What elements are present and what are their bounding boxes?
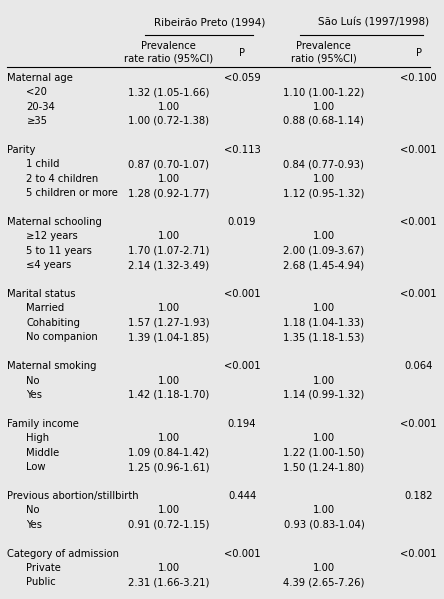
- Text: 1.00: 1.00: [313, 304, 335, 313]
- Text: São Luís (1997/1998): São Luís (1997/1998): [318, 18, 429, 28]
- Text: 1.39 (1.04-1.85): 1.39 (1.04-1.85): [128, 332, 209, 342]
- Text: P: P: [239, 48, 245, 58]
- Text: <0.100: <0.100: [400, 72, 437, 83]
- Text: <0.113: <0.113: [224, 145, 260, 155]
- Text: 1.00: 1.00: [313, 563, 335, 573]
- Text: 1.00: 1.00: [158, 506, 180, 515]
- Text: 1.32 (1.05-1.66): 1.32 (1.05-1.66): [128, 87, 210, 97]
- Text: Parity: Parity: [7, 145, 36, 155]
- Text: 1.00: 1.00: [158, 174, 180, 184]
- Text: 0.91 (0.72-1.15): 0.91 (0.72-1.15): [128, 520, 210, 530]
- Text: 1.00: 1.00: [313, 101, 335, 111]
- Text: 1.00: 1.00: [158, 376, 180, 386]
- Text: 5 to 11 years: 5 to 11 years: [27, 246, 92, 256]
- Text: 1.12 (0.95-1.32): 1.12 (0.95-1.32): [283, 188, 365, 198]
- Text: 0.182: 0.182: [404, 491, 433, 501]
- Text: Maternal schooling: Maternal schooling: [7, 217, 102, 227]
- Text: No: No: [27, 376, 40, 386]
- Text: 1.18 (1.04-1.33): 1.18 (1.04-1.33): [283, 318, 365, 328]
- Text: 1.00: 1.00: [158, 231, 180, 241]
- Text: <0.001: <0.001: [224, 289, 260, 299]
- Text: 1 child: 1 child: [27, 159, 60, 169]
- Text: Prevalence
rate ratio (95%CI): Prevalence rate ratio (95%CI): [124, 41, 213, 64]
- Text: P: P: [416, 48, 422, 58]
- Text: Maternal smoking: Maternal smoking: [7, 361, 97, 371]
- Text: <0.001: <0.001: [224, 361, 260, 371]
- Text: 0.93 (0.83-1.04): 0.93 (0.83-1.04): [284, 520, 364, 530]
- Text: <0.059: <0.059: [224, 72, 260, 83]
- Text: 1.00: 1.00: [313, 433, 335, 443]
- Text: ≤4 years: ≤4 years: [27, 260, 72, 270]
- Text: 1.00 (0.72-1.38): 1.00 (0.72-1.38): [128, 116, 209, 126]
- Text: Prevalence
ratio (95%CI): Prevalence ratio (95%CI): [291, 41, 357, 64]
- Text: ≥35: ≥35: [27, 116, 48, 126]
- Text: ≥12 years: ≥12 years: [27, 231, 78, 241]
- Text: Yes: Yes: [27, 390, 43, 400]
- Text: 1.00: 1.00: [313, 231, 335, 241]
- Text: 1.00: 1.00: [158, 433, 180, 443]
- Text: 0.444: 0.444: [228, 491, 256, 501]
- Text: 1.10 (1.00-1.22): 1.10 (1.00-1.22): [283, 87, 365, 97]
- Text: 1.00: 1.00: [158, 101, 180, 111]
- Text: 1.28 (0.92-1.77): 1.28 (0.92-1.77): [128, 188, 210, 198]
- Text: Family income: Family income: [7, 419, 79, 429]
- Text: Maternal age: Maternal age: [7, 72, 73, 83]
- Text: 2 to 4 children: 2 to 4 children: [27, 174, 99, 184]
- Text: 1.00: 1.00: [158, 563, 180, 573]
- Text: <0.001: <0.001: [400, 217, 437, 227]
- Text: 2.14 (1.32-3.49): 2.14 (1.32-3.49): [128, 260, 209, 270]
- Text: 1.00: 1.00: [158, 304, 180, 313]
- Text: Ribeirão Preto (1994): Ribeirão Preto (1994): [154, 18, 266, 28]
- Text: No companion: No companion: [27, 332, 98, 342]
- Text: 0.019: 0.019: [228, 217, 256, 227]
- Text: 2.00 (1.09-3.67): 2.00 (1.09-3.67): [283, 246, 365, 256]
- Text: Middle: Middle: [27, 447, 60, 458]
- Text: 1.00: 1.00: [313, 506, 335, 515]
- Text: <0.001: <0.001: [400, 145, 437, 155]
- Text: 1.00: 1.00: [313, 174, 335, 184]
- Text: Category of admission: Category of admission: [7, 549, 119, 559]
- Text: Public: Public: [27, 577, 56, 588]
- Text: 1.14 (0.99-1.32): 1.14 (0.99-1.32): [283, 390, 365, 400]
- Text: <0.001: <0.001: [400, 419, 437, 429]
- Text: 0.194: 0.194: [228, 419, 256, 429]
- Text: 20-34: 20-34: [27, 101, 55, 111]
- Text: <0.001: <0.001: [224, 549, 260, 559]
- Text: 2.31 (1.66-3.21): 2.31 (1.66-3.21): [128, 577, 210, 588]
- Text: Married: Married: [27, 304, 65, 313]
- Text: 1.42 (1.18-1.70): 1.42 (1.18-1.70): [128, 390, 210, 400]
- Text: 0.84 (0.77-0.93): 0.84 (0.77-0.93): [283, 159, 365, 169]
- Text: Cohabiting: Cohabiting: [27, 318, 80, 328]
- Text: 1.57 (1.27-1.93): 1.57 (1.27-1.93): [128, 318, 210, 328]
- Text: 1.09 (0.84-1.42): 1.09 (0.84-1.42): [128, 447, 209, 458]
- Text: 0.88 (0.68-1.14): 0.88 (0.68-1.14): [283, 116, 365, 126]
- Text: 0.87 (0.70-1.07): 0.87 (0.70-1.07): [128, 159, 209, 169]
- Text: Private: Private: [27, 563, 61, 573]
- Text: <20: <20: [27, 87, 48, 97]
- Text: 1.25 (0.96-1.61): 1.25 (0.96-1.61): [128, 462, 210, 472]
- Text: 1.70 (1.07-2.71): 1.70 (1.07-2.71): [128, 246, 210, 256]
- Text: Low: Low: [27, 462, 46, 472]
- Text: No: No: [27, 506, 40, 515]
- Text: Marital status: Marital status: [7, 289, 75, 299]
- Text: 1.00: 1.00: [313, 376, 335, 386]
- Text: 1.35 (1.18-1.53): 1.35 (1.18-1.53): [283, 332, 365, 342]
- Text: Yes: Yes: [27, 520, 43, 530]
- Text: 0.064: 0.064: [404, 361, 433, 371]
- Text: 1.22 (1.00-1.50): 1.22 (1.00-1.50): [283, 447, 365, 458]
- Text: 1.50 (1.24-1.80): 1.50 (1.24-1.80): [283, 462, 365, 472]
- Text: Previous abortion/stillbirth: Previous abortion/stillbirth: [7, 491, 139, 501]
- Text: <0.001: <0.001: [400, 549, 437, 559]
- Text: High: High: [27, 433, 50, 443]
- Text: 5 children or more: 5 children or more: [27, 188, 119, 198]
- Text: 2.68 (1.45-4.94): 2.68 (1.45-4.94): [283, 260, 365, 270]
- Text: <0.001: <0.001: [400, 289, 437, 299]
- Text: 4.39 (2.65-7.26): 4.39 (2.65-7.26): [283, 577, 365, 588]
